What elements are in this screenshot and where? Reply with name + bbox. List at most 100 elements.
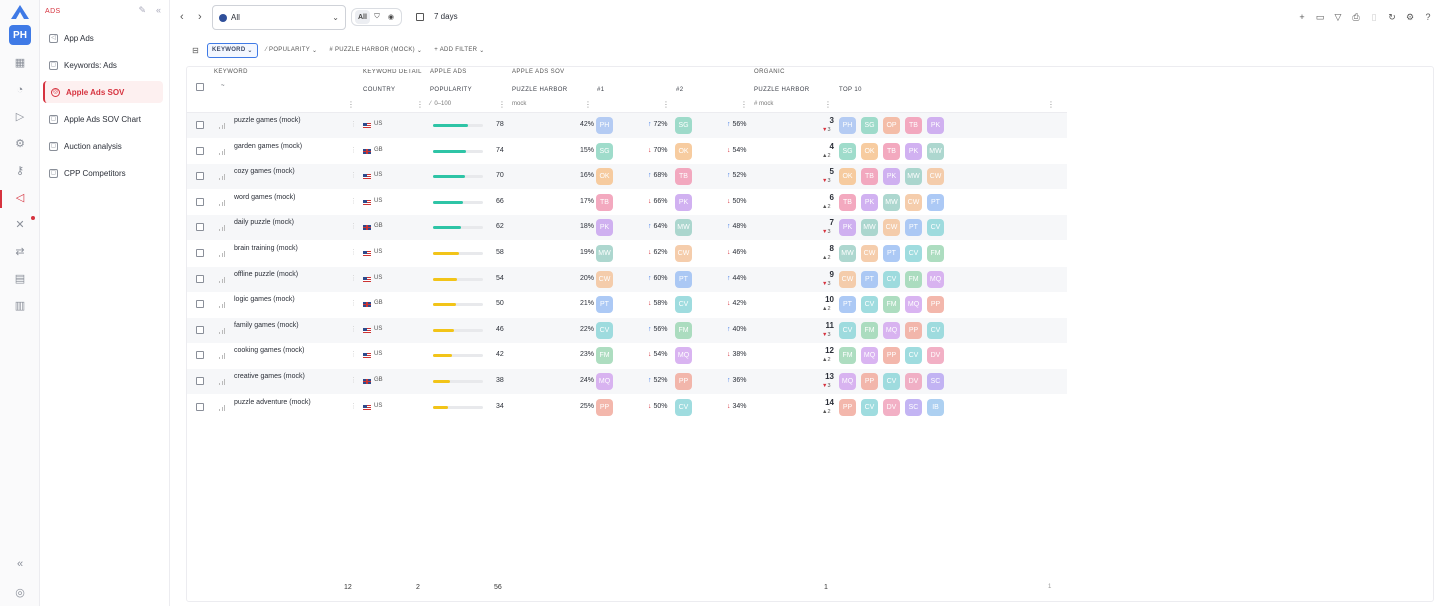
first-app-icon[interactable]: PP	[596, 398, 613, 416]
top10-app-icon[interactable]: CW	[927, 168, 944, 186]
workspace-avatar[interactable]: PH	[9, 25, 31, 45]
top10-app-icon[interactable]: MW	[927, 142, 944, 160]
add-filter-button[interactable]: + ADD FILTER ⌄	[434, 47, 485, 54]
keyword-menu-icon[interactable]: ⋮	[347, 100, 355, 109]
keyword-cell[interactable]: garden games (mock)	[234, 142, 303, 150]
filter-app[interactable]: # PUZZLE HARBOR (MOCK) ⌄	[329, 47, 423, 54]
keyword-cell[interactable]: brain training (mock)	[234, 245, 298, 252]
top10-app-icon[interactable]: CV	[883, 373, 900, 390]
sidebar-item-2[interactable]: ◎ Apple Ads SOV	[43, 81, 163, 103]
top10-app-icon[interactable]: MW	[839, 245, 856, 262]
popularity-menu-icon[interactable]: ⋮	[498, 100, 506, 109]
segment-all[interactable]: All	[355, 10, 370, 24]
sidebar-item-5[interactable]: ▢ CPP Competitors	[43, 162, 163, 184]
help-icon[interactable]: ?	[1425, 12, 1431, 22]
first-app-icon[interactable]: OK	[596, 168, 613, 186]
organic-menu-icon[interactable]: ⋮	[824, 100, 832, 109]
top10-app-icon[interactable]: PT	[927, 193, 944, 211]
row-checkbox[interactable]	[196, 402, 204, 411]
top10-app-icon[interactable]: PK	[905, 142, 922, 160]
gear-icon[interactable]: ⚙	[15, 138, 25, 150]
sidebar-item-0[interactable]: ◁ App Ads	[43, 27, 163, 49]
col-header-organic-app[interactable]: PUZZLE HARBOR	[754, 87, 810, 93]
table-row[interactable]: puzzle games (mock) ⋮ US 78 42% PH ↑ 72% SG ↑ 56…	[187, 113, 1067, 138]
collapse-rail-icon[interactable]: «	[16, 558, 24, 570]
row-checkbox[interactable]	[196, 223, 204, 232]
first-app-icon[interactable]: MQ	[596, 373, 613, 390]
col-header-top10[interactable]: TOP 10	[839, 87, 862, 93]
top10-app-icon[interactable]: CW	[839, 270, 856, 288]
database-icon[interactable]: ▥	[14, 300, 26, 312]
top10-app-icon[interactable]: PT	[839, 296, 856, 314]
row-checkbox[interactable]	[196, 197, 204, 206]
keyword-cell[interactable]: creative games (mock)	[234, 373, 305, 380]
first-app-icon[interactable]: SG	[596, 142, 613, 160]
top10-app-icon[interactable]: TB	[883, 142, 900, 160]
keyword-cell[interactable]: cozy games (mock)	[234, 168, 295, 176]
top10-app-icon[interactable]: OK	[861, 142, 878, 160]
top10-app-icon[interactable]: CV	[927, 321, 944, 339]
sidebar-item-1[interactable]: ▢ Keywords: Ads	[43, 54, 163, 76]
second-app-icon[interactable]: PK	[675, 193, 692, 211]
row-menu-icon[interactable]: ⋮	[350, 172, 357, 180]
back-icon[interactable]: ‹	[180, 11, 184, 23]
top10-app-icon[interactable]: CW	[861, 245, 878, 262]
top10-app-icon[interactable]: PT	[905, 219, 922, 237]
forward-icon[interactable]: ›	[198, 11, 202, 23]
first-app-icon[interactable]: CV	[596, 321, 613, 339]
add-icon[interactable]: +	[1299, 12, 1305, 22]
top10-app-icon[interactable]: TB	[861, 168, 878, 186]
row-checkbox[interactable]	[196, 249, 204, 257]
filter-keyword[interactable]: KEYWORD ⌄	[207, 42, 258, 58]
top10-app-icon[interactable]: PP	[927, 296, 944, 314]
row-menu-icon[interactable]: ⋮	[350, 402, 357, 410]
row-checkbox[interactable]	[196, 351, 204, 360]
top10-app-icon[interactable]: CV	[883, 270, 900, 288]
table-row[interactable]: cooking games (mock) ⋮ US 42 23% FM ↓ 54% MQ ↓ 3…	[187, 343, 1067, 368]
second-menu-icon[interactable]: ⋮	[740, 100, 748, 109]
top10-app-icon[interactable]: CV	[905, 245, 922, 262]
row-menu-icon[interactable]: ⋮	[350, 325, 357, 333]
row-menu-icon[interactable]: ⋮	[350, 121, 357, 128]
second-app-icon[interactable]: PT	[675, 270, 692, 288]
top10-app-icon[interactable]: CV	[839, 321, 856, 339]
apps-grid-icon[interactable]: ▦	[14, 57, 26, 69]
top10-app-icon[interactable]: PK	[927, 117, 944, 134]
organic-app-filter[interactable]: # mock	[754, 101, 774, 107]
second-app-icon[interactable]: TB	[675, 168, 692, 186]
table-row[interactable]: logic games (mock) ⋮ GB 50 21% PT ↓ 58% CV ↓ 42%…	[187, 292, 1067, 317]
sov-app-filter[interactable]: mock	[512, 101, 527, 107]
key-icon[interactable]: ⚷	[15, 165, 25, 177]
top10-app-icon[interactable]: MQ	[905, 296, 922, 314]
top10-app-icon[interactable]: PK	[883, 168, 900, 186]
date-range[interactable]: 7 days	[416, 12, 458, 21]
top10-app-icon[interactable]: PP	[905, 321, 922, 339]
top10-app-icon[interactable]: MW	[883, 193, 900, 211]
row-checkbox[interactable]	[196, 274, 204, 283]
top10-app-icon[interactable]: IB	[927, 398, 944, 416]
keyword-cell[interactable]: logic games (mock)	[234, 296, 295, 304]
first-app-icon[interactable]: TB	[596, 193, 613, 211]
settings-icon[interactable]: ⚙	[1405, 12, 1415, 22]
select-all-checkbox[interactable]	[196, 83, 204, 91]
table-row[interactable]: word games (mock) ⋮ US 66 17% TB ↓ 66% PK ↓ 50% 6…	[187, 190, 1067, 215]
row-menu-icon[interactable]: ⋮	[350, 351, 357, 359]
col-header-country[interactable]: COUNTRY	[363, 87, 396, 93]
second-app-icon[interactable]: CW	[675, 245, 692, 262]
shield-icon[interactable]: ⛉	[374, 13, 380, 20]
row-checkbox[interactable]	[196, 377, 204, 385]
col-header-keyword[interactable]: KEYWORD	[214, 69, 248, 75]
top10-app-icon[interactable]: FM	[883, 296, 900, 314]
top10-app-icon[interactable]: SC	[905, 398, 922, 416]
edit-icon[interactable]: ✎	[138, 5, 146, 15]
logo-icon[interactable]	[11, 5, 29, 19]
shuffle-icon[interactable]: ⇄	[15, 246, 25, 258]
top10-app-icon[interactable]: DV	[905, 373, 922, 390]
chart-icon[interactable]: ▤	[14, 273, 26, 285]
top10-app-icon[interactable]: PP	[839, 398, 856, 416]
popularity-range-filter[interactable]: ⁄ 0–100	[430, 101, 452, 107]
keyword-cell[interactable]: cooking games (mock)	[234, 347, 305, 355]
sidebar-item-4[interactable]: ▢ Auction analysis	[43, 135, 163, 157]
top10-app-icon[interactable]: CW	[883, 219, 900, 237]
top10-menu-icon[interactable]: ⋮	[1047, 100, 1055, 109]
